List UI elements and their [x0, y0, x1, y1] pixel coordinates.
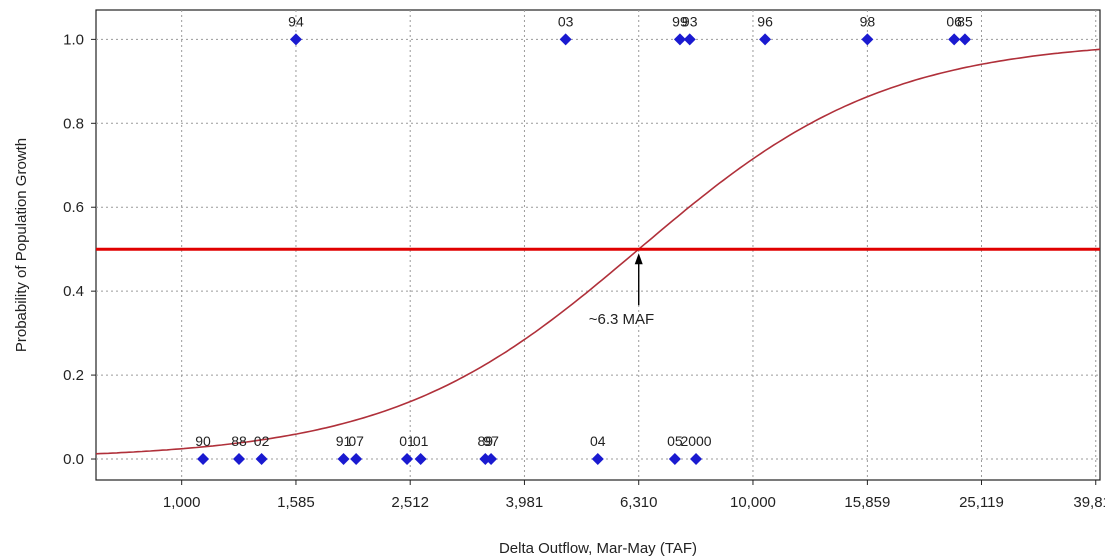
y-tick-label: 1.0	[63, 31, 84, 48]
y-tick-label: 0.8	[63, 115, 84, 132]
data-point-label: 01	[413, 433, 429, 449]
data-point-label: 01	[399, 433, 415, 449]
y-tick-label: 0.4	[63, 283, 84, 300]
x-tick-label: 3,981	[506, 494, 544, 511]
data-point	[401, 453, 414, 466]
data-point-label: 96	[757, 13, 773, 29]
logistic-fit-curve	[95, 48, 1101, 455]
data-point-label: 91	[336, 433, 352, 449]
x-axis-ticks: 1,000 1,585 2,512 3,981 6,310 10,000 15,859 25,…	[163, 480, 1105, 511]
data-point	[861, 33, 874, 46]
x-tick-label: 2,512	[391, 494, 429, 511]
data-point	[337, 453, 350, 466]
data-point	[948, 33, 961, 46]
data-point-label: 06	[946, 13, 962, 29]
data-point	[591, 453, 604, 466]
data-point-label: 98	[860, 13, 876, 29]
data-point	[197, 453, 210, 466]
y-tick-label: 0.6	[63, 199, 84, 216]
x-tick-label: 6,310	[620, 494, 658, 511]
data-point	[673, 33, 686, 46]
data-point-label: 97	[483, 433, 499, 449]
data-point	[668, 453, 681, 466]
data-point-label: 88	[231, 433, 247, 449]
data-point	[414, 453, 427, 466]
data-point-label: 03	[558, 13, 574, 29]
data-point	[759, 33, 772, 46]
data-point	[690, 453, 703, 466]
data-point	[958, 33, 971, 46]
data-point	[559, 33, 572, 46]
annotation-label: ~6.3 MAF	[589, 311, 654, 328]
data-point	[350, 453, 363, 466]
y-tick-label: 0.0	[63, 451, 84, 468]
x-tick-label: 25,119	[959, 494, 1004, 511]
y-axis-label: Probability of Population Growth	[13, 138, 30, 352]
x-tick-label: 1,000	[163, 494, 201, 511]
data-point-label: 90	[195, 433, 211, 449]
data-point-label: 05	[667, 433, 683, 449]
x-tick-label: 10,000	[730, 494, 776, 511]
annotation: ~6.3 MAF	[589, 253, 654, 328]
x-tick-label: 1,585	[277, 494, 315, 511]
data-point-label: 89	[478, 433, 494, 449]
x-axis-label: Delta Outflow, Mar-May (TAF)	[499, 540, 697, 557]
data-point-label: 94	[288, 13, 304, 29]
data-point-label: 2000	[680, 433, 711, 449]
data-point-label: 99	[672, 13, 688, 29]
y-tick-label: 0.2	[63, 367, 84, 384]
plot-frame	[95, 9, 1101, 481]
data-point	[233, 453, 246, 466]
x-tick-label: 39,811	[1073, 494, 1105, 511]
data-point-label: 04	[590, 433, 606, 449]
data-point-label: 93	[682, 13, 698, 29]
data-point	[255, 453, 268, 466]
data-point	[485, 453, 498, 466]
data-point	[289, 33, 302, 46]
y-axis-ticks: 0.0 0.2 0.4 0.6 0.8 1.0	[63, 31, 96, 468]
data-point	[683, 33, 696, 46]
annotation-arrowhead	[634, 253, 643, 265]
data-point-label: 07	[348, 433, 364, 449]
data-point-label: 85	[957, 13, 973, 29]
data-point-label: 02	[254, 433, 270, 449]
x-tick-label: 15,859	[844, 494, 890, 511]
